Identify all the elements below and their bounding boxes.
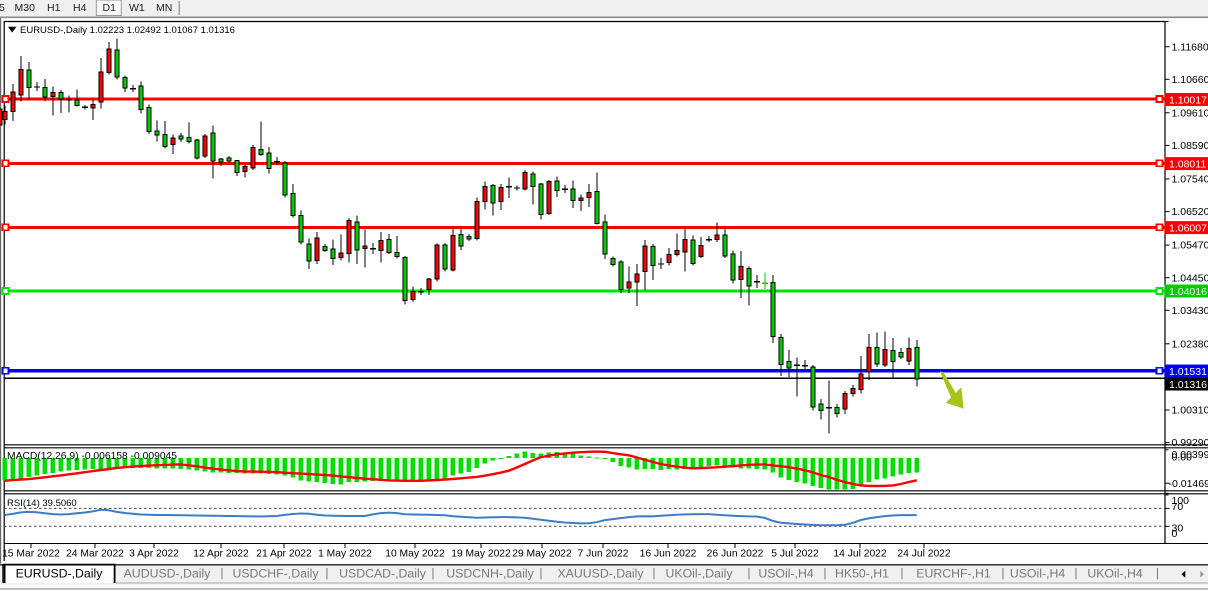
svg-text:26 Jun 2022: 26 Jun 2022 — [707, 549, 764, 560]
svg-text:|: | — [652, 566, 655, 580]
svg-text:10 May 2022: 10 May 2022 — [385, 549, 445, 560]
svg-text:1 May 2022: 1 May 2022 — [318, 549, 372, 560]
svg-text:|: | — [1001, 566, 1004, 580]
svg-text:1.00310: 1.00310 — [1172, 405, 1208, 417]
svg-text:W1: W1 — [129, 2, 145, 14]
svg-text:1.03430: 1.03430 — [1172, 305, 1208, 317]
svg-text:5: 5 — [0, 2, 5, 14]
svg-text:30: 30 — [1172, 523, 1184, 535]
svg-text:7 Jun 2022: 7 Jun 2022 — [578, 549, 629, 560]
svg-text:|: | — [539, 566, 542, 580]
svg-text:|: | — [1156, 566, 1159, 580]
svg-text:29 May 2022: 29 May 2022 — [512, 549, 572, 560]
svg-text:12 Apr 2022: 12 Apr 2022 — [193, 549, 249, 560]
svg-text:1.10017: 1.10017 — [1169, 94, 1207, 106]
svg-text:USDCAD-,Daily: USDCAD-,Daily — [339, 567, 427, 581]
svg-text:EURCHF-,H1: EURCHF-,H1 — [916, 567, 991, 581]
svg-text:16 Jun 2022: 16 Jun 2022 — [640, 549, 697, 560]
svg-text:D1: D1 — [103, 2, 117, 14]
svg-text:0.00: 0.00 — [1172, 452, 1193, 464]
svg-text:RSI(14) 39.5060: RSI(14) 39.5060 — [7, 498, 77, 509]
svg-text:1.01316: 1.01316 — [1169, 379, 1207, 391]
svg-text:|: | — [431, 566, 434, 580]
svg-text:1.04016: 1.04016 — [1169, 286, 1207, 298]
svg-text:1.08011: 1.08011 — [1169, 158, 1206, 170]
svg-text:AUDUSD-,Daily: AUDUSD-,Daily — [124, 567, 212, 581]
svg-text:24 Mar 2022: 24 Mar 2022 — [66, 549, 124, 560]
svg-text:MACD(12,26,9) -0.006158 -0.009: MACD(12,26,9) -0.006158 -0.009045 — [7, 451, 177, 462]
svg-text:H4: H4 — [73, 2, 87, 14]
svg-text:1.09610: 1.09610 — [1172, 107, 1208, 119]
svg-text:19 May 2022: 19 May 2022 — [451, 549, 511, 560]
svg-text:14 Jul 2022: 14 Jul 2022 — [833, 549, 887, 560]
svg-text:|: | — [747, 566, 750, 580]
svg-text:1.08590: 1.08590 — [1172, 140, 1208, 152]
svg-text:1.10660: 1.10660 — [1172, 74, 1208, 86]
svg-text:USOil-,H4: USOil-,H4 — [758, 567, 814, 581]
svg-text:XAUUSD-,Daily: XAUUSD-,Daily — [557, 567, 644, 581]
svg-text:0.99290: 0.99290 — [1172, 437, 1208, 449]
svg-text:1.06007: 1.06007 — [1169, 222, 1207, 234]
svg-text:|: | — [823, 566, 826, 580]
svg-text:21 Apr 2022: 21 Apr 2022 — [256, 549, 312, 560]
svg-text:|: | — [325, 566, 328, 580]
svg-text:24 Jul 2022: 24 Jul 2022 — [897, 549, 951, 560]
svg-text:0.00399: 0.00399 — [1172, 449, 1208, 461]
svg-text:1.01531: 1.01531 — [1169, 366, 1207, 378]
svg-text:1.11680: 1.11680 — [1172, 41, 1208, 53]
svg-text:0: 0 — [1172, 528, 1178, 540]
svg-text:|: | — [220, 566, 223, 580]
svg-text:5 Jul 2022: 5 Jul 2022 — [771, 549, 819, 560]
svg-text:HK50-,H1: HK50-,H1 — [835, 567, 889, 581]
svg-text:1.05470: 1.05470 — [1172, 240, 1208, 252]
svg-text:|: | — [1074, 566, 1077, 580]
svg-text:EURUSD-,Daily 1.02223 1.02492: EURUSD-,Daily 1.02223 1.02492 1.01067 1.… — [20, 25, 235, 36]
svg-text:H1: H1 — [47, 2, 61, 14]
svg-text:100: 100 — [1172, 495, 1190, 507]
svg-text:70: 70 — [1172, 501, 1184, 513]
svg-text:USDCHF-,Daily: USDCHF-,Daily — [232, 567, 319, 581]
svg-text:1.06520: 1.06520 — [1172, 206, 1208, 218]
svg-text:USDCNH-,Daily: USDCNH-,Daily — [446, 567, 534, 581]
svg-text:MN: MN — [156, 2, 172, 14]
svg-text:UKOil-,H4: UKOil-,H4 — [1087, 567, 1143, 581]
svg-text:-0.014693: -0.014693 — [1169, 478, 1208, 490]
svg-text:EURUSD-,Daily: EURUSD-,Daily — [16, 567, 104, 581]
svg-text:M30: M30 — [15, 2, 36, 14]
svg-text:UKOil-,Daily: UKOil-,Daily — [666, 567, 734, 581]
svg-text:1.04450: 1.04450 — [1172, 272, 1208, 284]
svg-text:1.07540: 1.07540 — [1172, 174, 1208, 186]
svg-text:USOil-,H4: USOil-,H4 — [1010, 567, 1066, 581]
svg-text:15 Mar 2022: 15 Mar 2022 — [2, 549, 60, 560]
svg-text:3 Apr 2022: 3 Apr 2022 — [129, 549, 179, 560]
svg-text:1.02380: 1.02380 — [1172, 338, 1208, 350]
svg-text:|: | — [900, 566, 903, 580]
